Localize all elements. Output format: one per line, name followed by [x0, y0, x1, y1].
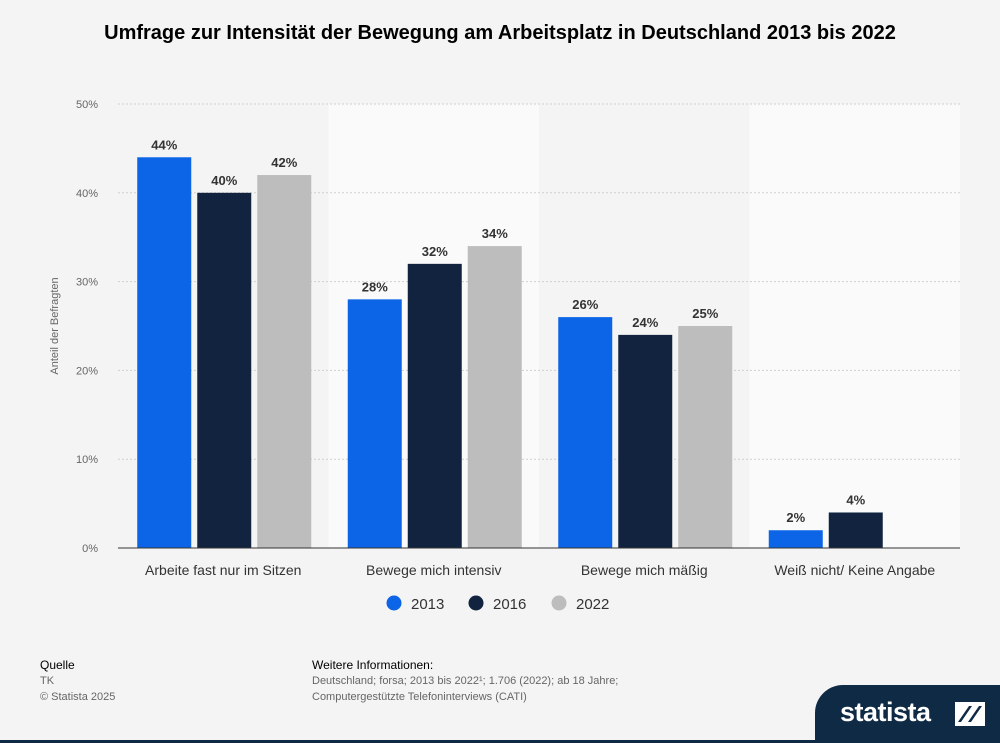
data-label: 4%: [846, 492, 865, 507]
info-block: Weitere Informationen: Deutschland; fors…: [312, 657, 712, 705]
y-tick-label: 20%: [76, 365, 98, 377]
data-label: 2%: [786, 510, 805, 525]
x-tick-label: Bewege mich mäßig: [581, 562, 708, 578]
y-axis-ticks: 0% 10% 20% 30% 40% 50%: [76, 99, 98, 555]
x-axis-ticks: Arbeite fast nur im Sitzen Bewege mich in…: [145, 562, 935, 578]
bar-2022-2: [678, 326, 733, 548]
source-text: TK: [40, 675, 55, 687]
y-axis-label: Anteil der Befragten: [49, 277, 61, 374]
statista-logo-icon: [955, 702, 985, 726]
bar-2013-1: [347, 299, 402, 548]
logo-text: statista: [840, 697, 931, 727]
data-label: 32%: [422, 244, 448, 259]
source-heading: Quelle: [40, 658, 75, 672]
legend-item-2022[interactable]: 2022: [551, 595, 610, 614]
y-tick-label: 40%: [76, 188, 98, 200]
bars: [137, 157, 883, 549]
y-tick-label: 10%: [76, 454, 98, 466]
legend-marker: [386, 595, 402, 611]
data-labels: 44% 40% 42% 28% 32% 34% 26% 24% 25% 2% 4%: [151, 137, 865, 525]
y-tick-label: 50%: [76, 99, 98, 111]
source-block: Quelle TK © Statista 2025: [40, 657, 115, 705]
legend-label: 2013: [411, 596, 444, 613]
info-heading: Weitere Informationen:: [312, 658, 434, 672]
bar-chart: 0% 10% 20% 30% 40% 50% Anteil der Befragten 4…: [49, 99, 960, 614]
legend-item-2016[interactable]: 2016: [468, 595, 527, 614]
y-tick-label: 0%: [82, 543, 98, 555]
data-label: 26%: [572, 297, 598, 312]
category-band: [749, 104, 960, 548]
data-label: 24%: [632, 315, 658, 330]
legend-label: 2016: [493, 596, 526, 613]
x-tick-label: Arbeite fast nur im Sitzen: [145, 562, 301, 578]
bottom-border: [0, 740, 1000, 743]
bar-2016-2: [618, 334, 673, 548]
bar-2016-0: [197, 192, 252, 549]
bar-2016-3: [828, 512, 883, 548]
legend: 2013 2016 2022: [386, 595, 610, 614]
x-tick-label: Bewege mich intensiv: [366, 562, 501, 578]
bar-2022-0: [257, 175, 312, 549]
legend-marker: [468, 595, 484, 611]
x-tick-label: Weiß nicht/ Keine Angabe: [774, 562, 935, 578]
data-label: 42%: [271, 155, 297, 170]
bar-2022-1: [467, 246, 522, 548]
info-line-2: Computergestützte Telefoninterviews (CAT…: [312, 691, 527, 703]
data-label: 25%: [692, 306, 718, 321]
bar-2013-3: [768, 530, 823, 548]
chart-title: Umfrage zur Intensität der Bewegung am A…: [104, 22, 896, 44]
legend-marker: [551, 595, 567, 611]
data-label: 34%: [482, 226, 508, 241]
data-label: 28%: [362, 279, 388, 294]
data-label: 40%: [211, 173, 237, 188]
statista-logo[interactable]: statista: [815, 685, 1000, 743]
legend-label: 2022: [576, 596, 609, 613]
data-label: 44%: [151, 137, 177, 152]
bar-2013-0: [137, 157, 192, 548]
info-line-1: Deutschland; forsa; 2013 bis 2022¹; 1.70…: [312, 675, 619, 687]
y-tick-label: 30%: [76, 277, 98, 289]
copyright-text: © Statista 2025: [40, 691, 116, 703]
legend-item-2013[interactable]: 2013: [386, 595, 445, 614]
bar-2013-2: [558, 317, 613, 548]
bar-2016-1: [407, 263, 462, 548]
